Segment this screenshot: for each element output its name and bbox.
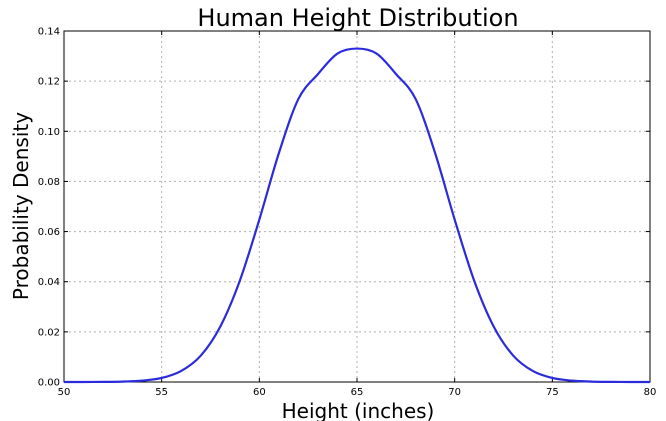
y-tick-label: 0.02 xyxy=(38,327,60,338)
y-tick-label: 0.12 xyxy=(38,77,60,88)
chart-title: Human Height Distribution xyxy=(197,4,518,32)
x-tick-label: 80 xyxy=(644,387,657,398)
plot-frame xyxy=(63,30,651,383)
y-tick-label: 0.08 xyxy=(38,177,60,188)
y-tick-label: 0.10 xyxy=(38,127,60,138)
x-axis-label: Height (inches) xyxy=(282,399,435,421)
y-tick-label: 0.00 xyxy=(38,378,60,389)
grid xyxy=(64,31,650,382)
y-tick-label: 0.06 xyxy=(38,227,60,238)
ticks: 50 55 60 65 70 75 80 0.00 0.02 0.04 0.06 0.08 0.10 0.… xyxy=(38,27,657,399)
y-axis-label: Probability Density xyxy=(9,112,33,300)
x-tick-label: 75 xyxy=(546,387,559,398)
x-tick-label: 55 xyxy=(155,387,168,398)
series-line xyxy=(63,47,651,384)
y-tick-label: 0.04 xyxy=(38,277,60,288)
y-tick-label: 0.14 xyxy=(38,27,60,38)
x-tick-label: 65 xyxy=(351,387,364,398)
x-tick-label: 70 xyxy=(448,387,461,398)
x-tick-label: 50 xyxy=(58,387,71,398)
series-layer xyxy=(63,47,651,384)
x-tick-label: 60 xyxy=(253,387,266,398)
